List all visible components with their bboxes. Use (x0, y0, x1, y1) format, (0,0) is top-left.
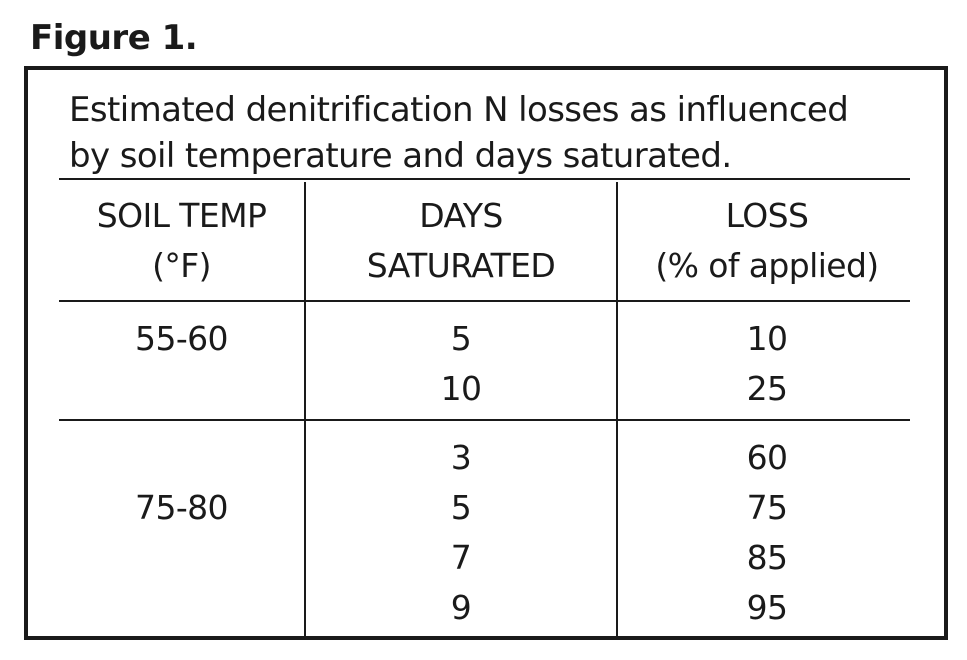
group-divider-rule (59, 419, 910, 421)
days-cell: 7 (450, 538, 472, 577)
loss-cell: 60 (746, 438, 788, 477)
header-soil-temp-line1: SOIL TEMP (96, 196, 267, 235)
figure-frame: Estimated denitrification N losses as in… (24, 66, 948, 640)
days-cell: 3 (450, 438, 472, 477)
loss-cell: 25 (746, 369, 788, 408)
loss-cell: 75 (746, 488, 788, 527)
days-cell: 10 (440, 369, 482, 408)
header-soil-temp-line2: (°F) (152, 246, 211, 285)
table-caption: Estimated denitrification N losses as in… (69, 87, 929, 179)
days-cell: 5 (450, 488, 472, 527)
caption-line-1: Estimated denitrification N losses as in… (69, 90, 849, 130)
header-loss-line1: LOSS (725, 196, 809, 235)
header-days-line1: DAYS (419, 196, 503, 235)
header-top-rule (59, 178, 910, 180)
caption-line-2: by soil temperature and days saturated. (69, 136, 732, 176)
column-divider-1 (304, 182, 306, 640)
header-loss: LOSS (% of applied) (618, 191, 916, 291)
loss-cell: 95 (746, 588, 788, 627)
header-bottom-rule (59, 300, 910, 302)
header-days-line2: SATURATED (366, 246, 556, 285)
days-cell: 9 (450, 588, 472, 627)
soil-temp-cell: 75-80 (135, 488, 228, 527)
loss-cell: 10 (746, 319, 788, 358)
header-loss-line2: (% of applied) (655, 246, 879, 285)
header-days-saturated: DAYS SATURATED (306, 191, 616, 291)
soil-temp-cell: 55-60 (135, 319, 228, 358)
header-soil-temp: SOIL TEMP (°F) (59, 191, 304, 291)
days-cell: 5 (450, 319, 472, 358)
column-divider-2 (616, 182, 618, 640)
figure-label: Figure 1. (30, 18, 198, 58)
loss-cell: 85 (746, 538, 788, 577)
